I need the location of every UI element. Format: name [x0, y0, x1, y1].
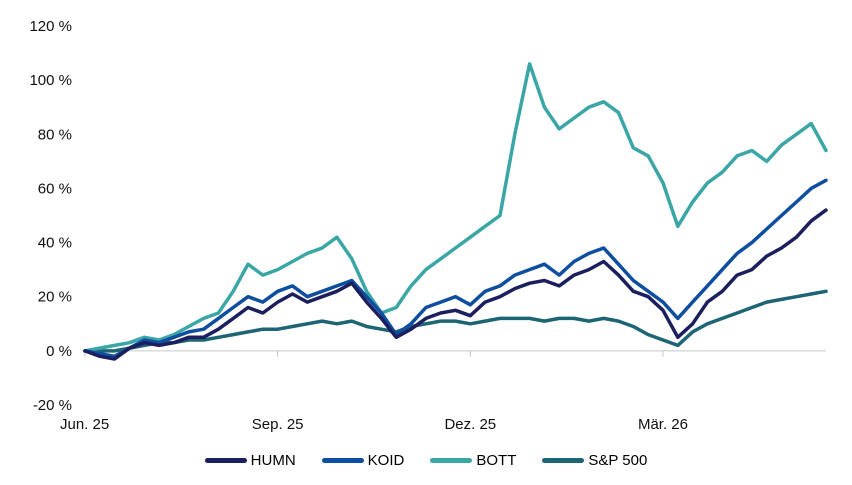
x-tick-label: Dez. 25: [444, 416, 496, 433]
legend-item: S&P 500: [542, 452, 647, 469]
legend-item: KOID: [321, 451, 405, 469]
y-tick-label: 20 %: [38, 289, 72, 306]
line-chart: -20 % 0 % 20 % 40 % 60 % 80 % 100 % 120 % Jun. …: [29, 18, 828, 433]
legend-label: HUMN: [250, 451, 296, 469]
legend-label: BOTT: [476, 451, 517, 469]
y-tick-label: -20 %: [33, 397, 72, 414]
legend-swatch: [430, 457, 473, 463]
legend-label: KOID: [367, 451, 405, 469]
y-tick-label: 0 %: [46, 343, 72, 360]
x-tick-label: Jun. 25: [60, 416, 109, 433]
series-line-bott: [83, 62, 828, 353]
legend-swatch: [321, 457, 364, 463]
legend-swatch: [204, 457, 247, 463]
legend-swatch: [542, 457, 585, 463]
y-axis-ticks: -20 % 0 % 20 % 40 % 60 % 80 % 100 % 120 %: [29, 18, 72, 414]
legend-item: BOTT: [430, 452, 516, 469]
series-line-koid: [83, 178, 828, 359]
legend-label: S&P 500: [588, 451, 648, 469]
x-tick-label: Sep. 25: [252, 416, 304, 433]
series-line-s-p-500: [83, 289, 828, 353]
legend-item: HUMN: [204, 451, 296, 469]
y-tick-label: 100 %: [29, 72, 72, 89]
legend: HUMN KOID BOTT S&P 500: [0, 448, 852, 472]
y-tick-label: 40 %: [38, 235, 72, 252]
series-line-humn: [83, 208, 828, 361]
series-lines: [83, 62, 828, 361]
x-tick-label: Mär. 26: [638, 416, 688, 433]
y-tick-label: 80 %: [38, 126, 72, 143]
y-tick-label: 60 %: [38, 180, 72, 197]
x-axis: Jun. 25 Sep. 25 Dez. 25 Mär. 26: [60, 350, 826, 433]
y-tick-label: 120 %: [29, 18, 72, 35]
